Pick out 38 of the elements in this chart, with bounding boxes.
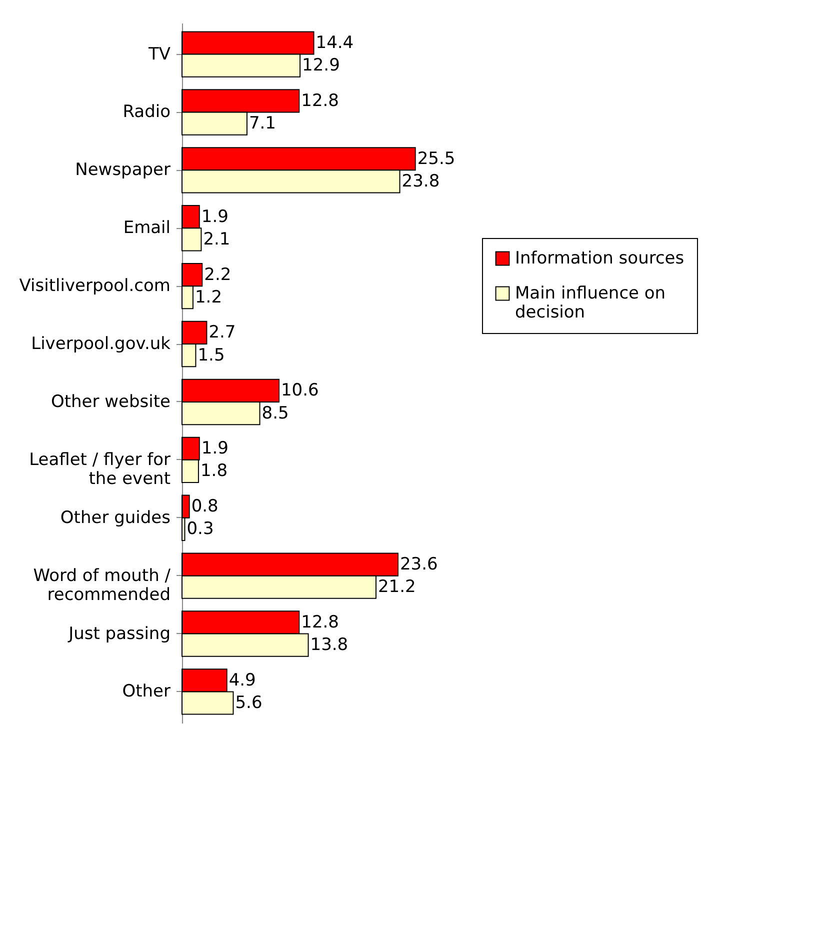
data-label: 25.5	[417, 148, 456, 169]
data-label: 7.1	[248, 114, 276, 134]
legend-label: Information sources	[515, 248, 684, 268]
data-label: 12.9	[302, 56, 340, 76]
data-label: 4.9	[228, 670, 256, 690]
data-label: 10.6	[280, 380, 319, 401]
data-label: 2.2	[204, 264, 232, 285]
y-tick-label: Word of mouth / recommended	[33, 566, 171, 605]
y-tick-label: Liverpool.gov.uk	[31, 334, 171, 354]
data-label: 2.7	[208, 322, 236, 343]
legend-label: Main influence on decision	[515, 284, 666, 322]
data-label: 1.2	[194, 287, 222, 308]
data-label: 13.8	[310, 635, 348, 656]
y-tick-label: TV	[147, 44, 171, 64]
data-label: 1.9	[201, 438, 228, 459]
y-tick-label: Radio	[122, 102, 170, 122]
data-label: 1.5	[198, 345, 225, 366]
data-label: 2.1	[203, 229, 230, 250]
data-label: 21.2	[378, 577, 416, 598]
data-label: 14.4	[316, 32, 354, 53]
y-tick-label: Other	[122, 682, 170, 702]
data-label: 23.8	[402, 171, 440, 192]
y-tick-label: Newspaper	[75, 160, 171, 180]
y-tick-label: Leaflet / flyer for the event	[29, 450, 171, 489]
data-label: 12.8	[301, 90, 339, 111]
y-tick-label: Just passing	[68, 624, 170, 644]
y-tick-label: Visitliverpool.com	[19, 276, 170, 296]
data-label: 5.6	[235, 693, 262, 714]
data-label: 12.8	[301, 612, 339, 632]
data-label: 0.3	[186, 519, 214, 540]
data-label: 1.8	[200, 461, 228, 482]
y-tick-label: Email	[123, 218, 170, 238]
data-label: 0.8	[191, 496, 218, 517]
y-tick-label: Other guides	[60, 508, 171, 528]
data-label: 8.5	[262, 403, 289, 424]
data-label: 23.6	[400, 554, 438, 575]
data-label: 1.9	[201, 206, 228, 227]
y-tick-label: Other website	[50, 392, 170, 412]
